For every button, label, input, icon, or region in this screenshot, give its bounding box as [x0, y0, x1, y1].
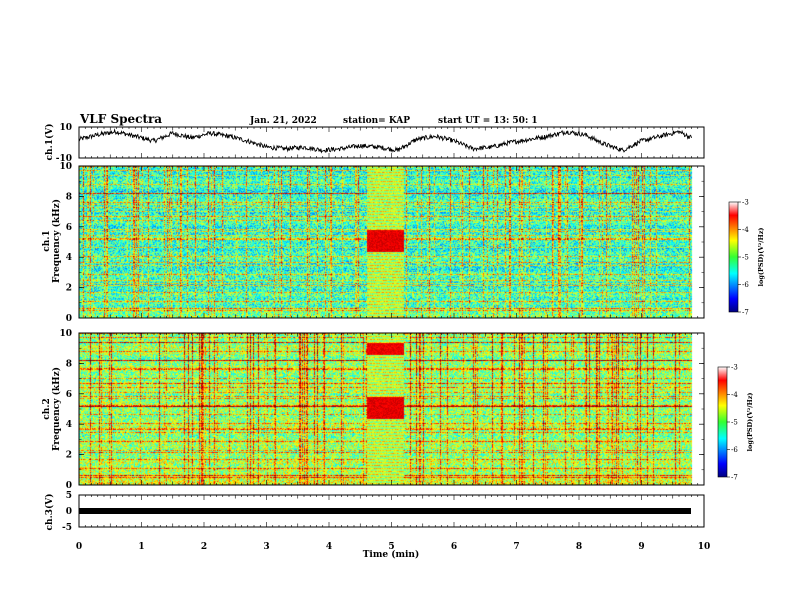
colorbar-tick-label: -4	[731, 391, 738, 399]
ch2-colorbar: -3 -4 -5 -6 -7 log(PSD)(V²/Hz)	[717, 364, 754, 482]
frequency-tick-label: 8	[66, 359, 72, 369]
colorbar-tick-label: -6	[731, 446, 738, 454]
ch3-waveform-ylabel: ch.3(V)	[44, 494, 55, 531]
colorbar-tick-label: -7	[742, 309, 749, 317]
frequency-tick-label: 0	[66, 314, 72, 324]
ch1-waveform-trace	[78, 128, 692, 154]
ch1-ytick-top: 10	[59, 123, 72, 133]
frequency-tick-label: 2	[66, 451, 72, 461]
date-label: Jan. 21, 2022	[249, 116, 317, 126]
ch3-waveform-trace	[79, 508, 691, 514]
ch1-waveform-panel: 10 -10 ch.1(V)	[44, 123, 705, 164]
ch1-spectrogram-panel: 0 2 4 6 8 10 ch.1 Frequency (kHz)	[42, 162, 705, 324]
figure-title: VLF Spectra	[79, 112, 162, 126]
time-axis-tick-label: 4	[326, 542, 332, 552]
colorbar-tick-label: -5	[731, 419, 738, 427]
ch3-ytick-bottom: -5	[62, 523, 72, 533]
ch2-colorbar-label: log(PSD)(V²/Hz)	[746, 393, 754, 452]
ch1-waveform-ylabel: ch.1(V)	[44, 124, 55, 161]
ch1-spectrogram-ylabel-channel: ch.1	[42, 230, 52, 251]
ch3-waveform-panel: 5 0 -5 ch.3(V)	[44, 491, 705, 533]
ch1-colorbar: -3 -4 -5 -6 -7 log(PSD)(V²/Hz)	[728, 199, 765, 317]
time-axis-tick-label: 5	[388, 542, 394, 552]
time-axis-tick-label: 7	[513, 542, 519, 552]
frequency-tick-label: 4	[66, 420, 72, 430]
station-label: station= KAP	[343, 116, 410, 126]
colorbar-tick-label: -5	[742, 254, 749, 262]
time-axis-tick-label: 3	[263, 542, 269, 552]
time-axis-label: Time (min)	[363, 549, 420, 560]
frequency-tick-label: 8	[66, 192, 72, 202]
ch1-spectrogram-heatmap	[79, 166, 704, 318]
frequency-tick-label: 10	[59, 329, 72, 339]
colorbar-tick-label: -7	[731, 474, 738, 482]
colorbar-tick-label: -3	[742, 199, 749, 207]
time-axis-tick-label: 8	[576, 542, 582, 552]
ch1-spectrogram-ylabel-frequency: Frequency (kHz)	[51, 199, 62, 283]
time-axis-tick-label: 2	[201, 542, 207, 552]
frequency-tick-label: 10	[59, 162, 72, 172]
frequency-tick-label: 4	[66, 253, 72, 263]
ch2-spectrogram-ylabel-channel: ch.2	[42, 398, 52, 419]
time-axis-tick-label: 1	[138, 542, 144, 552]
ch1-colorbar-label: log(PSD)(V²/Hz)	[757, 228, 765, 287]
time-axis: 0 1 2 3 4 5 6 7 8 9 10	[76, 542, 710, 552]
colorbar-tick-label: -6	[742, 281, 749, 289]
ch3-ytick-mid: 0	[66, 507, 72, 517]
frequency-tick-label: 6	[66, 223, 72, 233]
start-time-label: start UT = 13: 50: 1	[438, 116, 538, 126]
ch1-ytick-bottom: -10	[56, 154, 72, 164]
frequency-tick-label: 6	[66, 390, 72, 400]
ch1-waveform-frame	[78, 126, 705, 159]
colorbar-tick-label: -4	[742, 226, 749, 234]
colorbar-tick-label: -3	[731, 364, 738, 372]
ch2-spectrogram-panel: 0 2 4 6 8 10 ch.2 Frequency (kHz)	[42, 329, 705, 491]
ch1-colorbar-gradient	[728, 201, 739, 313]
time-axis-tick-label: 0	[76, 542, 82, 552]
time-axis-tick-label: 10	[698, 542, 711, 552]
ch3-ytick-top: 5	[66, 491, 72, 501]
ch2-colorbar-gradient	[717, 366, 728, 478]
time-axis-tick-label: 6	[451, 542, 457, 552]
time-axis-tick-label: 9	[638, 542, 644, 552]
ch2-spectrogram-ylabel-frequency: Frequency (kHz)	[51, 367, 62, 451]
ch2-spectrogram-heatmap	[79, 333, 704, 485]
frequency-tick-label: 2	[66, 284, 72, 294]
frequency-tick-label: 0	[66, 481, 72, 491]
